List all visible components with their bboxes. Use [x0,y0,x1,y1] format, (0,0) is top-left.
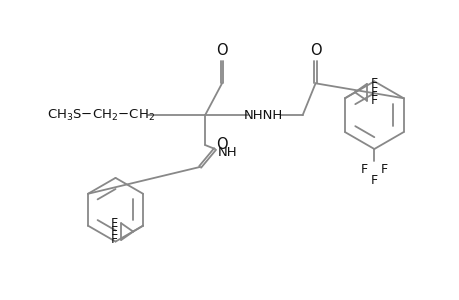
Text: F: F [369,86,377,99]
Text: O: O [216,136,227,152]
Text: F: F [111,225,118,238]
Text: F: F [369,94,377,107]
Text: F: F [111,217,118,230]
Text: NHNH: NHNH [244,109,283,122]
Text: O: O [309,43,321,58]
Text: F: F [369,77,377,90]
Text: F: F [380,164,387,176]
Text: F: F [360,164,367,176]
Text: NH: NH [218,146,237,160]
Text: F: F [111,233,118,247]
Text: F: F [370,174,377,188]
Text: $\mathsf{CH_3S{-}CH_2{-}CH_2}$: $\mathsf{CH_3S{-}CH_2{-}CH_2}$ [46,108,154,123]
Text: O: O [216,43,227,58]
